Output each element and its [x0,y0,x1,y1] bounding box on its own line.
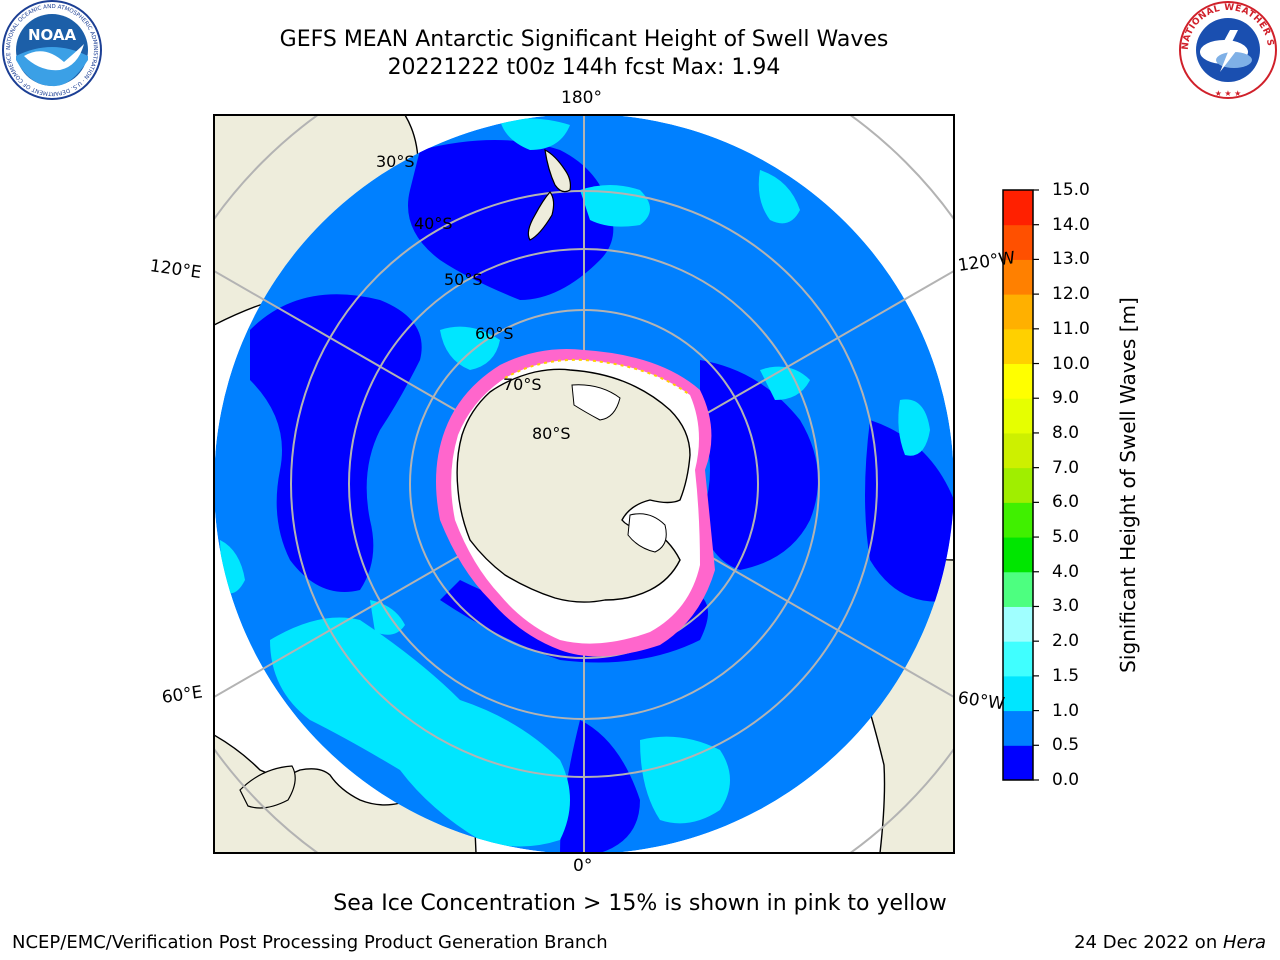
map-subtitle: 20221222 t00z 144h fcst Max: 1.94 [387,55,781,80]
colorbar-segment [1003,224,1033,260]
ross-ice-shelf [571,384,621,421]
colorbar-segment [1003,363,1033,399]
colorbar-segment [1003,259,1033,295]
polar-features [436,148,715,657]
colorbar [1002,189,1039,781]
colorbar-tick-label: 1.0 [1052,700,1080,721]
colorbar-tick-label: 7.0 [1052,457,1080,478]
colorbar-segment [1003,190,1033,226]
footer-date: 24 Dec 2022 on Hera [1074,932,1266,953]
colorbar-tick-label: 10.0 [1052,353,1090,374]
colorbar-tick-label: 3.0 [1052,596,1080,617]
noaa-logo: NOAA NATIONAL OCEANIC AND ATMOSPHERIC AD… [2,0,102,100]
map-frame [213,114,955,854]
colorbar-segment [1003,294,1033,330]
colorbar-segment [1003,432,1033,469]
swell-band-low-3 [700,360,818,570]
colorbar-title: Significant Height of Swell Waves [m] [1116,297,1140,673]
colorbar-tick-label: 13.0 [1052,249,1090,270]
weddell-ice-shelf [627,513,667,553]
colorbar-segment [1003,537,1033,573]
new-zealand-south [527,191,555,241]
antarctica-landmass [456,368,691,603]
lon-label-180: 180° [561,88,602,108]
colorbar-tick-label: 5.0 [1052,527,1080,548]
footer-machine: Hera [1222,932,1266,953]
nws-logo: NATIONAL WEATHER SERVICE ★ ★ ★ [1176,0,1277,99]
lat-label-40s: 40°S [414,214,453,233]
colorbar-tick-label: 0.5 [1052,735,1080,756]
colorbar-tick-label: 4.0 [1052,561,1080,582]
swell-band-low-4 [865,420,954,602]
colorbar-tick-label: 0.0 [1052,770,1080,790]
lat-label-30s: 30°S [376,152,415,171]
colorbar-segment [1003,328,1033,365]
colorbar-tick-label: 6.0 [1052,492,1080,513]
noaa-logo-text: NOAA [28,26,77,44]
swell-band-mid-4 [500,118,570,150]
colorbar-segment [1003,467,1033,503]
footer-credit: NCEP/EMC/Verification Post Processing Pr… [12,932,608,953]
colorbar-tick-label: 14.0 [1052,214,1090,235]
colorbar-segment [1003,571,1033,607]
caption: Sea Ice Concentration > 15% is shown in … [333,891,947,916]
lon-label-0: 0° [573,856,593,876]
colorbar-tick-label: 15.0 [1052,180,1090,200]
colorbar-tick-label: 1.5 [1052,665,1080,686]
svg-text:★ ★ ★: ★ ★ ★ [1215,89,1242,98]
colorbar-segment [1003,675,1033,712]
swell-band-mid-6 [898,399,930,456]
colorbar-tick-label: 11.0 [1052,318,1090,339]
lat-label-60s: 60°S [475,324,514,343]
colorbar-segment [1003,710,1033,746]
swell-band-mid-5 [758,170,800,224]
colorbar-segment [1003,745,1033,781]
lat-label-80s: 80°S [532,424,571,443]
map-title: GEFS MEAN Antarctic Significant Height o… [279,27,889,52]
lat-label-50s: 50°S [444,270,483,289]
swell-band-mid-2 [640,736,730,824]
swell-band-low-5 [560,720,640,853]
colorbar-tick-label: 12.0 [1052,284,1090,305]
swell-band-mid-1 [270,617,570,847]
new-zealand-north [544,148,572,193]
colorbar-segment [1003,502,1033,538]
footer-date-text: 24 Dec 2022 on [1074,932,1223,953]
colorbar-segment [1003,398,1033,434]
colorbar-segment [1003,641,1033,677]
colorbar-frame [1002,189,1034,781]
lat-label-70s: 70°S [503,375,542,394]
colorbar-tick-label: 9.0 [1052,388,1080,409]
colorbar-tick-label: 2.0 [1052,631,1080,652]
colorbar-tick-label: 8.0 [1052,422,1080,443]
colorbar-segment [1003,606,1033,642]
swell-band-mid-8 [440,326,500,370]
